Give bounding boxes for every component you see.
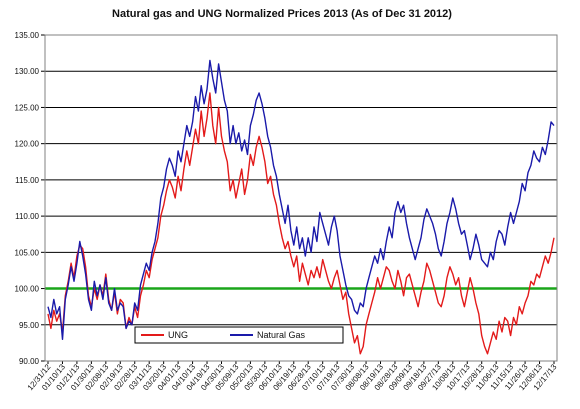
legend-label-natural-gas: Natural Gas <box>257 330 306 340</box>
y-tick-label: 135.00 <box>15 31 40 40</box>
x-axis: 12/31/1201/10/1301/21/1301/30/1302/08/13… <box>26 361 559 392</box>
plot-frame <box>44 34 558 362</box>
series-line-natural-gas <box>47 59 555 340</box>
y-tick-label: 125.00 <box>15 103 40 112</box>
y-tick-label: 105.00 <box>15 248 40 257</box>
gridlines <box>45 34 557 362</box>
legend-label-ung: UNG <box>168 330 188 340</box>
y-tick-label: 120.00 <box>15 140 40 149</box>
y-tick-label: 100.00 <box>15 285 40 294</box>
y-tick-label: 90.00 <box>19 357 40 366</box>
chart-title: Natural gas and UNG Normalized Prices 20… <box>112 8 452 20</box>
series-group <box>47 59 555 355</box>
y-tick-label: 115.00 <box>15 176 39 185</box>
y-tick-label: 130.00 <box>15 67 40 76</box>
legend: UNG Natural Gas <box>134 326 344 344</box>
y-axis: 90.00 95.00 100.00 105.00 110.00 115.00 120.00… <box>15 31 45 366</box>
y-tick-label: 95.00 <box>19 321 40 330</box>
y-tick-label: 110.00 <box>15 212 39 221</box>
